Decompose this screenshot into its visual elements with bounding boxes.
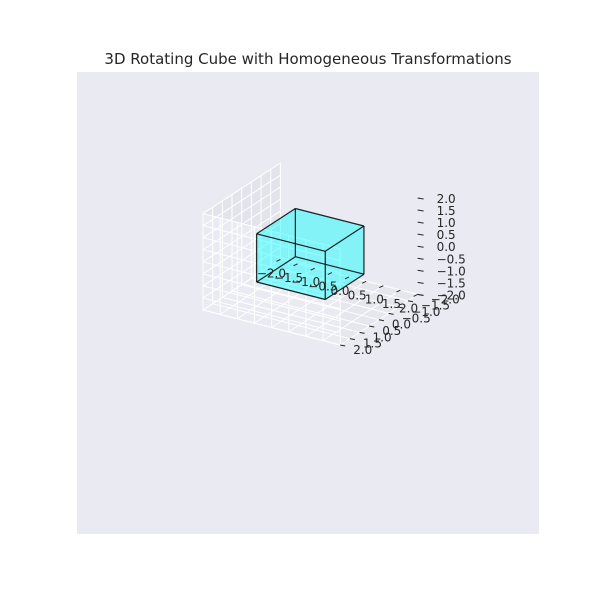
cube-face [256, 233, 326, 300]
x-axis-tick [310, 267, 315, 271]
grid-lines [202, 162, 418, 346]
x-axis-tick-label: 0.0 [330, 284, 349, 298]
cube-edge [256, 233, 326, 252]
y-axis-tick-label: −0.5 [402, 311, 431, 325]
cube-face [325, 226, 364, 300]
grid-line [305, 285, 384, 337]
grid-line [288, 280, 367, 333]
cube-face [256, 208, 296, 282]
grid-line [322, 289, 401, 342]
grid-line [202, 261, 341, 298]
z-axis-tick [417, 245, 424, 248]
x-axis-tick-label: −2.0 [257, 266, 286, 280]
grid-line [202, 225, 341, 262]
grid-line [202, 237, 341, 274]
grid-line [231, 290, 370, 327]
cube-edge [324, 225, 365, 252]
z-axis-tick-label: −1.0 [437, 264, 466, 278]
grid-line [222, 296, 360, 333]
y-axis-tick [359, 331, 365, 334]
x-axis-tick [396, 289, 401, 293]
grid-line [202, 309, 341, 346]
y-axis-tick [378, 319, 384, 322]
tick-labels: −2.0−1.5−1.0−0.50.00.51.01.52.0−2.0−1.5−… [257, 192, 466, 357]
z-axis-tick [417, 197, 424, 200]
y-axis-tick [349, 338, 355, 341]
cube-edge [295, 256, 365, 275]
z-axis-tick [417, 293, 424, 296]
z-axis-tick-label: −0.5 [437, 252, 466, 266]
y-axis-tick [340, 344, 346, 347]
x-axis-tick-label: 1.5 [382, 297, 401, 311]
x-axis-tick-label: 2.0 [399, 301, 418, 315]
x-axis-tick-label: 1.0 [365, 293, 384, 307]
z-axis-tick-label: 0.5 [437, 228, 456, 242]
x-axis-tick [276, 258, 281, 262]
y-axis-tick-label: −2.0 [431, 292, 460, 306]
z-axis-tick-label: 2.0 [437, 192, 456, 206]
z-axis-tick-label: 1.5 [437, 204, 456, 218]
z-axis-tick [417, 257, 424, 260]
z-axis-tick [417, 209, 424, 212]
y-axis-tick [369, 325, 375, 328]
cube-edge [256, 281, 326, 301]
y-axis-tick [388, 312, 394, 315]
y-axis-tick-label: −1.0 [411, 305, 440, 319]
x-axis-tick-label: 0.5 [348, 288, 367, 302]
cube-edge [324, 273, 365, 301]
z-axis-tick [417, 221, 424, 224]
z-axis-tick [417, 233, 424, 236]
x-axis-tick-label: −1.0 [291, 275, 320, 289]
grid-line [241, 284, 380, 321]
cube-edge [295, 207, 365, 227]
x-axis-tick [327, 272, 333, 275]
z-axis-tick [417, 281, 424, 284]
cube [256, 207, 365, 301]
cube-edge [256, 256, 296, 283]
y-axis-tick [398, 306, 404, 309]
y-axis-tick-label: 2.0 [353, 343, 372, 357]
y-axis-tick-label: 0.0 [392, 318, 411, 332]
z-axis-tick-label: 1.0 [437, 216, 456, 230]
z-axis-tick-label: −2.0 [437, 288, 466, 302]
x-axis-tick-label: −0.5 [308, 280, 337, 294]
x-axis-tick-label: −1.5 [274, 271, 303, 285]
grid-line [202, 162, 281, 215]
y-axis-tick-label: 0.5 [382, 324, 401, 338]
cube-face [295, 208, 364, 275]
y-axis-tick-label: 1.0 [373, 330, 392, 344]
y-axis-tick [407, 300, 414, 303]
x-axis-tick [344, 276, 350, 280]
grid-line [212, 303, 350, 340]
z-axis-tick-label: −1.5 [437, 276, 466, 290]
x-axis-tick [379, 285, 384, 289]
grid-line [202, 213, 341, 250]
z-axis-tick-label: 0.0 [437, 240, 456, 254]
x-axis-tick [361, 280, 367, 284]
y-axis-tick-label: 1.5 [363, 337, 382, 351]
y-axis-tick-label: −1.5 [421, 299, 450, 313]
chart-title: 3D Rotating Cube with Homogeneous Transf… [104, 50, 511, 68]
x-axis-tick [413, 293, 418, 297]
x-axis-tick [293, 263, 298, 267]
grid-line [202, 249, 341, 286]
cube-edge [256, 207, 296, 235]
z-axis-tick [417, 269, 424, 272]
